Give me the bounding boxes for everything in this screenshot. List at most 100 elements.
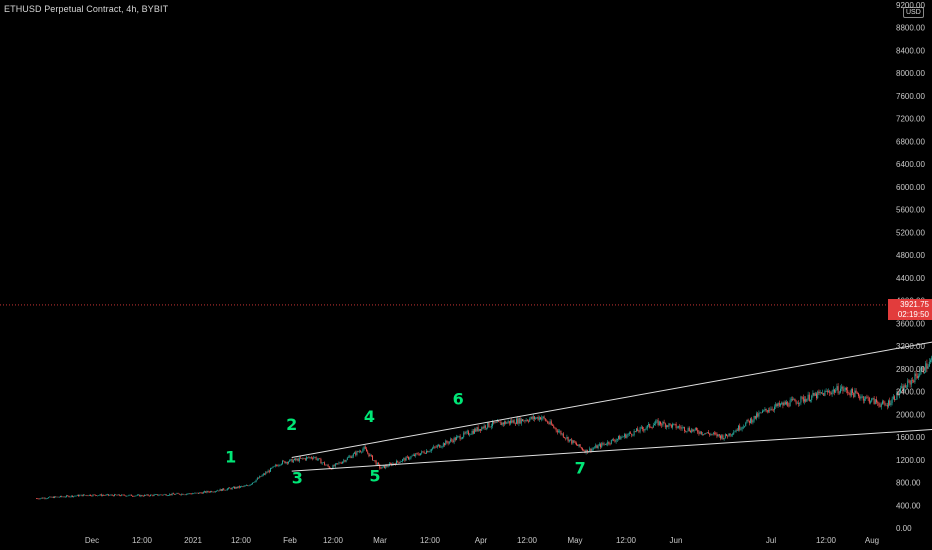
candle-body (794, 398, 796, 402)
candle-body (576, 443, 578, 445)
candle-body (40, 497, 42, 499)
candle-body (223, 488, 225, 491)
candle-body (577, 444, 579, 446)
candle-body (585, 449, 587, 453)
candle-body (826, 391, 828, 393)
candle-body (121, 494, 123, 496)
candle-body (218, 490, 220, 492)
candle-body (49, 496, 51, 498)
candle-body (496, 421, 498, 423)
candle-body (128, 495, 130, 496)
candle-body (686, 431, 688, 432)
price-tick-label: 3600.00 (896, 319, 925, 328)
candle-body (603, 443, 605, 445)
candle-body (537, 417, 539, 420)
candle-body (656, 420, 658, 422)
candle-body (764, 408, 766, 411)
candle-body (478, 429, 480, 431)
candle-body (589, 448, 591, 452)
candle-body (129, 494, 131, 496)
candle-body (156, 494, 158, 495)
candle-body (486, 427, 488, 429)
candle-body (117, 494, 119, 496)
candle-body (624, 434, 626, 437)
candle-body (307, 457, 309, 458)
candle-body (374, 460, 376, 461)
candle-body (507, 421, 509, 423)
candle-body (660, 421, 662, 425)
candle-body (853, 392, 855, 398)
candle-body (586, 449, 588, 453)
candle-body (613, 439, 615, 441)
candle-body (680, 427, 682, 429)
candle-body (895, 399, 897, 400)
candle-body (295, 458, 297, 460)
candle-body (279, 464, 281, 466)
candle-body (385, 465, 387, 469)
candle-body (181, 493, 183, 495)
candle-body (182, 493, 184, 495)
candle-body (198, 492, 200, 494)
candle-body (494, 422, 496, 424)
candle-body (375, 460, 377, 465)
candle-body (710, 434, 712, 435)
candle-body (489, 426, 491, 428)
candle-body (626, 435, 628, 438)
candle-body (63, 496, 65, 498)
time-axis[interactable]: Dec 12:00 2021 12:00 Feb 12:00 Mar 12:00 Apr 12:0… (85, 536, 879, 545)
candle-body (806, 398, 808, 402)
candle-body (873, 397, 875, 404)
candle-body (922, 367, 924, 373)
candle-body (457, 436, 459, 437)
candle-body (592, 448, 594, 449)
candle-body (265, 472, 267, 475)
candle-body (222, 488, 224, 491)
candle-body (514, 423, 516, 425)
candle-body (640, 427, 642, 428)
candle-body (123, 494, 125, 496)
candle-body (607, 441, 609, 445)
candle-body (751, 418, 753, 423)
price-tick-label: 400.00 (896, 501, 921, 510)
candle-body (666, 425, 668, 428)
candle-body (289, 459, 291, 462)
candle-body (854, 390, 856, 398)
candle-body (216, 491, 218, 492)
candle-body (758, 413, 760, 417)
candle-body (367, 451, 369, 454)
candle-body (801, 396, 803, 398)
candle-body (492, 421, 494, 427)
time-tick-label: May (567, 536, 582, 545)
candle-body (914, 373, 916, 383)
candle-body (567, 436, 569, 442)
candle-body (292, 460, 294, 463)
candle-body (69, 496, 71, 498)
currency-label[interactable]: USD (903, 7, 924, 18)
candle-body (924, 372, 926, 373)
candle-body (470, 434, 472, 435)
candle-body (296, 458, 298, 460)
time-tick-label: 12:00 (816, 536, 837, 545)
candle-body (261, 475, 263, 477)
candle-body (469, 434, 471, 436)
candle-body (138, 494, 140, 496)
price-tick-label: 5200.00 (896, 228, 925, 237)
candle-body (103, 495, 105, 496)
candle-body (247, 485, 249, 486)
time-tick-label: 12:00 (231, 536, 252, 545)
candle-body (679, 426, 681, 428)
candle-body (630, 432, 632, 434)
candle-body (757, 413, 759, 417)
candle-body (480, 429, 482, 431)
candle-body (516, 418, 518, 424)
price-axis[interactable]: 0.00 400.00 800.00 1200.00 1600.00 2000.00 240… (896, 1, 925, 533)
candle-body (58, 497, 60, 498)
candle-body (633, 430, 635, 436)
candle-body (628, 432, 630, 435)
candle-body (356, 451, 358, 455)
candle-body (477, 427, 479, 431)
candle-body (262, 473, 264, 476)
candle-body (76, 494, 78, 496)
candle-body (229, 487, 231, 489)
